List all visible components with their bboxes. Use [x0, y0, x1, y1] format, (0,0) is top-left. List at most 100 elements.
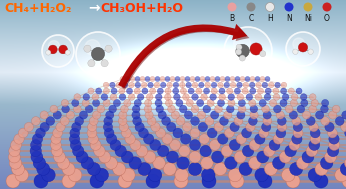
Circle shape: [246, 94, 253, 100]
Circle shape: [130, 77, 135, 81]
Circle shape: [148, 168, 162, 182]
Circle shape: [248, 117, 257, 125]
Circle shape: [167, 122, 176, 132]
Circle shape: [46, 117, 55, 125]
Circle shape: [276, 128, 286, 138]
Circle shape: [280, 99, 287, 107]
Circle shape: [297, 105, 305, 113]
Circle shape: [107, 134, 117, 144]
Circle shape: [189, 163, 201, 175]
Circle shape: [182, 122, 192, 132]
Circle shape: [260, 51, 266, 57]
Circle shape: [121, 151, 133, 163]
Circle shape: [308, 168, 322, 182]
Circle shape: [190, 128, 200, 138]
Circle shape: [290, 163, 303, 175]
Circle shape: [264, 94, 271, 100]
Circle shape: [257, 88, 264, 94]
Circle shape: [229, 140, 240, 150]
Circle shape: [225, 77, 230, 81]
Circle shape: [228, 99, 235, 107]
Circle shape: [273, 134, 283, 144]
Circle shape: [280, 151, 291, 163]
Circle shape: [228, 94, 235, 100]
Text: O: O: [324, 14, 330, 23]
Circle shape: [249, 82, 255, 88]
Circle shape: [40, 111, 48, 119]
FancyArrowPatch shape: [121, 28, 249, 89]
Circle shape: [227, 105, 234, 113]
Circle shape: [157, 88, 163, 94]
Circle shape: [110, 94, 117, 100]
Circle shape: [99, 151, 111, 163]
Circle shape: [201, 157, 213, 169]
Circle shape: [201, 94, 207, 100]
Circle shape: [218, 134, 228, 144]
Circle shape: [188, 88, 194, 94]
Circle shape: [273, 88, 279, 94]
Circle shape: [136, 145, 148, 157]
Circle shape: [230, 82, 236, 88]
Circle shape: [8, 151, 20, 163]
Circle shape: [162, 117, 171, 125]
Circle shape: [179, 145, 190, 157]
Circle shape: [106, 111, 114, 119]
Circle shape: [165, 94, 171, 100]
Circle shape: [236, 49, 242, 55]
Circle shape: [310, 128, 320, 138]
Circle shape: [130, 140, 141, 150]
Circle shape: [309, 94, 316, 100]
Circle shape: [175, 168, 189, 182]
Circle shape: [236, 44, 249, 58]
Circle shape: [180, 82, 185, 88]
Circle shape: [183, 94, 189, 100]
Circle shape: [59, 45, 67, 54]
Circle shape: [173, 88, 179, 94]
Circle shape: [37, 163, 50, 175]
Circle shape: [62, 163, 75, 175]
Circle shape: [111, 88, 117, 94]
Circle shape: [51, 140, 61, 150]
Circle shape: [88, 60, 95, 67]
Circle shape: [225, 128, 234, 138]
Circle shape: [104, 117, 112, 125]
Circle shape: [246, 122, 255, 132]
Circle shape: [48, 41, 60, 52]
Circle shape: [133, 105, 140, 113]
Circle shape: [281, 88, 286, 94]
Circle shape: [297, 157, 309, 169]
Circle shape: [147, 117, 156, 125]
Circle shape: [284, 2, 293, 12]
Circle shape: [276, 111, 284, 119]
Circle shape: [220, 117, 228, 125]
Circle shape: [230, 122, 239, 132]
Circle shape: [273, 157, 285, 169]
Circle shape: [9, 157, 22, 169]
Circle shape: [142, 82, 147, 88]
Circle shape: [76, 151, 88, 163]
Text: →: →: [88, 1, 100, 15]
Circle shape: [76, 32, 120, 76]
Circle shape: [345, 128, 346, 138]
Circle shape: [238, 105, 246, 113]
Circle shape: [97, 105, 105, 113]
Circle shape: [191, 117, 199, 125]
Circle shape: [236, 44, 242, 50]
Circle shape: [189, 151, 201, 163]
Circle shape: [119, 88, 125, 94]
Circle shape: [46, 50, 51, 55]
Circle shape: [311, 99, 318, 107]
Circle shape: [327, 145, 339, 157]
Circle shape: [335, 168, 346, 182]
Circle shape: [176, 117, 185, 125]
Circle shape: [18, 128, 28, 138]
Circle shape: [128, 94, 135, 100]
Circle shape: [292, 117, 301, 125]
Circle shape: [225, 157, 237, 169]
Circle shape: [210, 94, 216, 100]
Text: C: C: [248, 14, 254, 23]
Circle shape: [199, 134, 209, 144]
Circle shape: [163, 163, 176, 175]
Circle shape: [307, 117, 315, 125]
Circle shape: [121, 128, 131, 138]
